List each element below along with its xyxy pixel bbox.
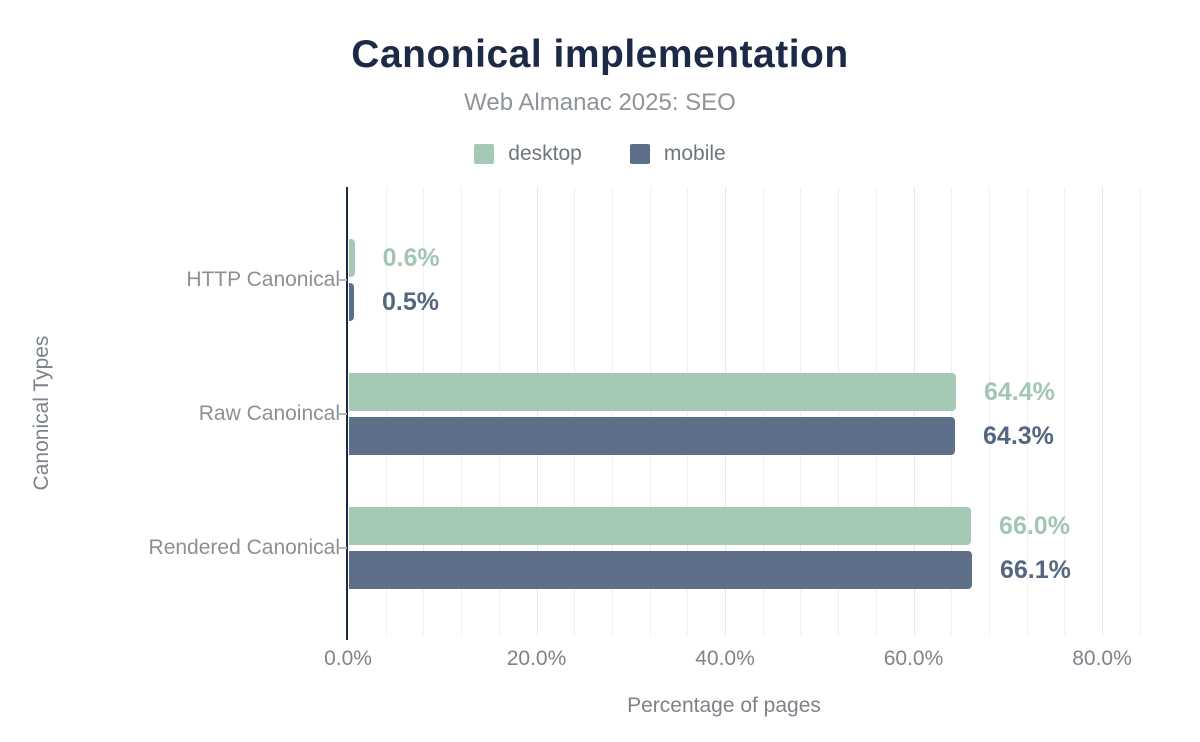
gridline xyxy=(1139,187,1141,635)
gridline xyxy=(385,187,387,635)
x-tick-label: 80.0% xyxy=(1072,647,1132,670)
desktop-value-label: 66.0% xyxy=(999,512,1070,540)
desktop-bar[interactable] xyxy=(349,239,355,277)
gridline xyxy=(536,187,538,635)
legend-label: mobile xyxy=(663,142,726,165)
gridline xyxy=(1102,187,1103,635)
category-tick-mark xyxy=(339,413,347,415)
desktop-value-label: 64.4% xyxy=(983,378,1055,406)
gridline xyxy=(951,187,953,635)
gridline xyxy=(913,187,915,635)
gridline xyxy=(725,187,726,635)
mobile-value-label: 0.5% xyxy=(382,288,439,316)
legend-swatch-desktop xyxy=(474,144,495,164)
gridline xyxy=(574,187,576,635)
chart-title: Canonical implementation xyxy=(351,33,849,76)
legend-item-mobile: mobile xyxy=(629,142,726,166)
category-label: Rendered Canonical xyxy=(148,536,340,559)
legend-swatch-mobile xyxy=(629,144,650,164)
desktop-bar[interactable] xyxy=(349,373,956,411)
legend-label: desktop xyxy=(508,142,582,165)
chart-subtitle: Web Almanac 2025: SEO xyxy=(464,89,736,116)
x-axis-title: Percentage of pages xyxy=(627,694,821,717)
gridline xyxy=(649,187,651,635)
y-axis-title: Canonical Types xyxy=(30,335,53,491)
y-axis-line xyxy=(346,187,348,640)
legend-item-desktop: desktop xyxy=(474,142,582,166)
gridline xyxy=(687,187,689,635)
x-tick-label: 60.0% xyxy=(883,647,944,670)
gridline xyxy=(988,187,990,635)
mobile-value-label: 64.3% xyxy=(983,422,1054,450)
mobile-bar[interactable] xyxy=(349,417,956,455)
mobile-value-label: 66.1% xyxy=(999,556,1071,584)
gridline xyxy=(838,187,840,635)
mobile-bar[interactable] xyxy=(349,551,972,589)
gridline xyxy=(875,187,877,635)
desktop-bar[interactable] xyxy=(349,507,972,545)
legend: desktop mobile xyxy=(0,140,1200,168)
category-tick-mark xyxy=(339,547,347,549)
category-label: HTTP Canonical xyxy=(186,268,340,291)
desktop-value-label: 0.6% xyxy=(382,244,440,272)
gridline xyxy=(1026,187,1028,635)
gridline xyxy=(461,187,463,635)
category-label: Raw Canoincal xyxy=(198,402,340,425)
x-tick-label: 20.0% xyxy=(506,647,567,670)
x-tick-label: 0.0% xyxy=(324,647,372,670)
gridline xyxy=(800,187,802,635)
category-tick-mark xyxy=(339,279,347,281)
gridline xyxy=(1064,187,1066,635)
x-tick-label: 40.0% xyxy=(695,647,755,670)
mobile-bar[interactable] xyxy=(349,283,354,321)
gridline xyxy=(498,187,500,635)
gridline xyxy=(762,187,764,635)
gridline xyxy=(423,187,425,635)
gridline xyxy=(611,187,613,635)
